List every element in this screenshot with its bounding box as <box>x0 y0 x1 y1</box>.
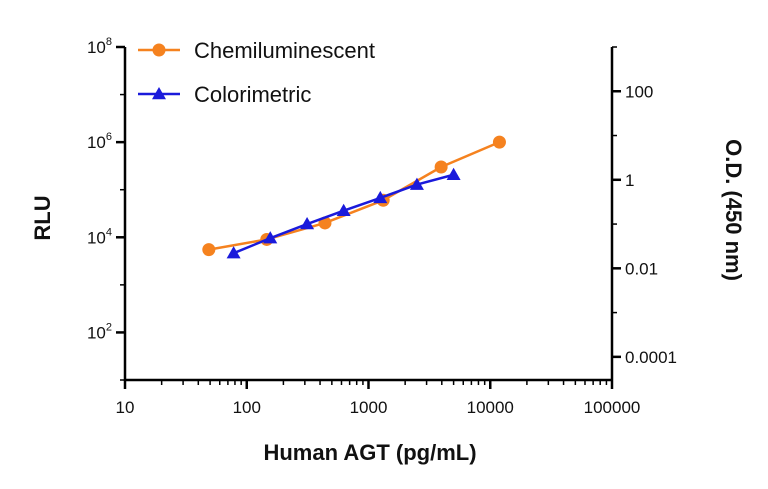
legend-marker-colorimetric <box>152 87 166 100</box>
chemiluminescent-point <box>492 135 506 149</box>
x-tick-label: 10 <box>116 398 135 417</box>
colorimetric-point <box>373 190 388 204</box>
x-tick-label: 100 <box>233 398 261 417</box>
series-colorimetric <box>226 167 461 259</box>
series <box>202 135 506 259</box>
y2-tick-label: 1 <box>625 171 634 190</box>
x-tick-label: 10000 <box>467 398 514 417</box>
chemiluminescent-line <box>208 140 500 251</box>
colorimetric-point <box>446 167 461 181</box>
ticks: 10 100 1000 10000 100000 102 104 106 108 100 1 0.01… <box>87 36 677 417</box>
legend-marker-chemiluminescent <box>152 43 166 57</box>
colorimetric-point <box>300 217 315 230</box>
y2-tick-label: 0.01 <box>625 259 658 278</box>
y2-tick-label: 0.0001 <box>625 348 677 367</box>
chemiluminescent-point <box>434 160 448 174</box>
chemiluminescent-point <box>202 243 216 257</box>
x-axis-title: Human AGT (pg/mL) <box>263 440 476 465</box>
y2-axis-title: O.D. (450 nm) <box>721 139 746 281</box>
colorimetric-point <box>226 246 241 259</box>
y-tick-label: 102 <box>87 321 112 342</box>
x-tick-label: 100000 <box>584 398 641 417</box>
colorimetric-point <box>336 203 351 216</box>
colorimetric-point <box>409 177 424 190</box>
legend-label-chemiluminescent: Chemiluminescent <box>194 38 375 63</box>
x-tick-label: 1000 <box>350 398 388 417</box>
legend: Chemiluminescent Colorimetric <box>138 38 375 107</box>
colorimetric-point <box>263 231 278 244</box>
y-tick-label: 106 <box>87 131 112 152</box>
y-tick-label: 108 <box>87 36 112 57</box>
y2-tick-label: 100 <box>625 82 653 101</box>
y-axis-title: RLU <box>30 195 55 240</box>
series-chemiluminescent <box>202 135 506 257</box>
legend-label-colorimetric: Colorimetric <box>194 82 311 107</box>
y-tick-label: 104 <box>87 226 112 247</box>
